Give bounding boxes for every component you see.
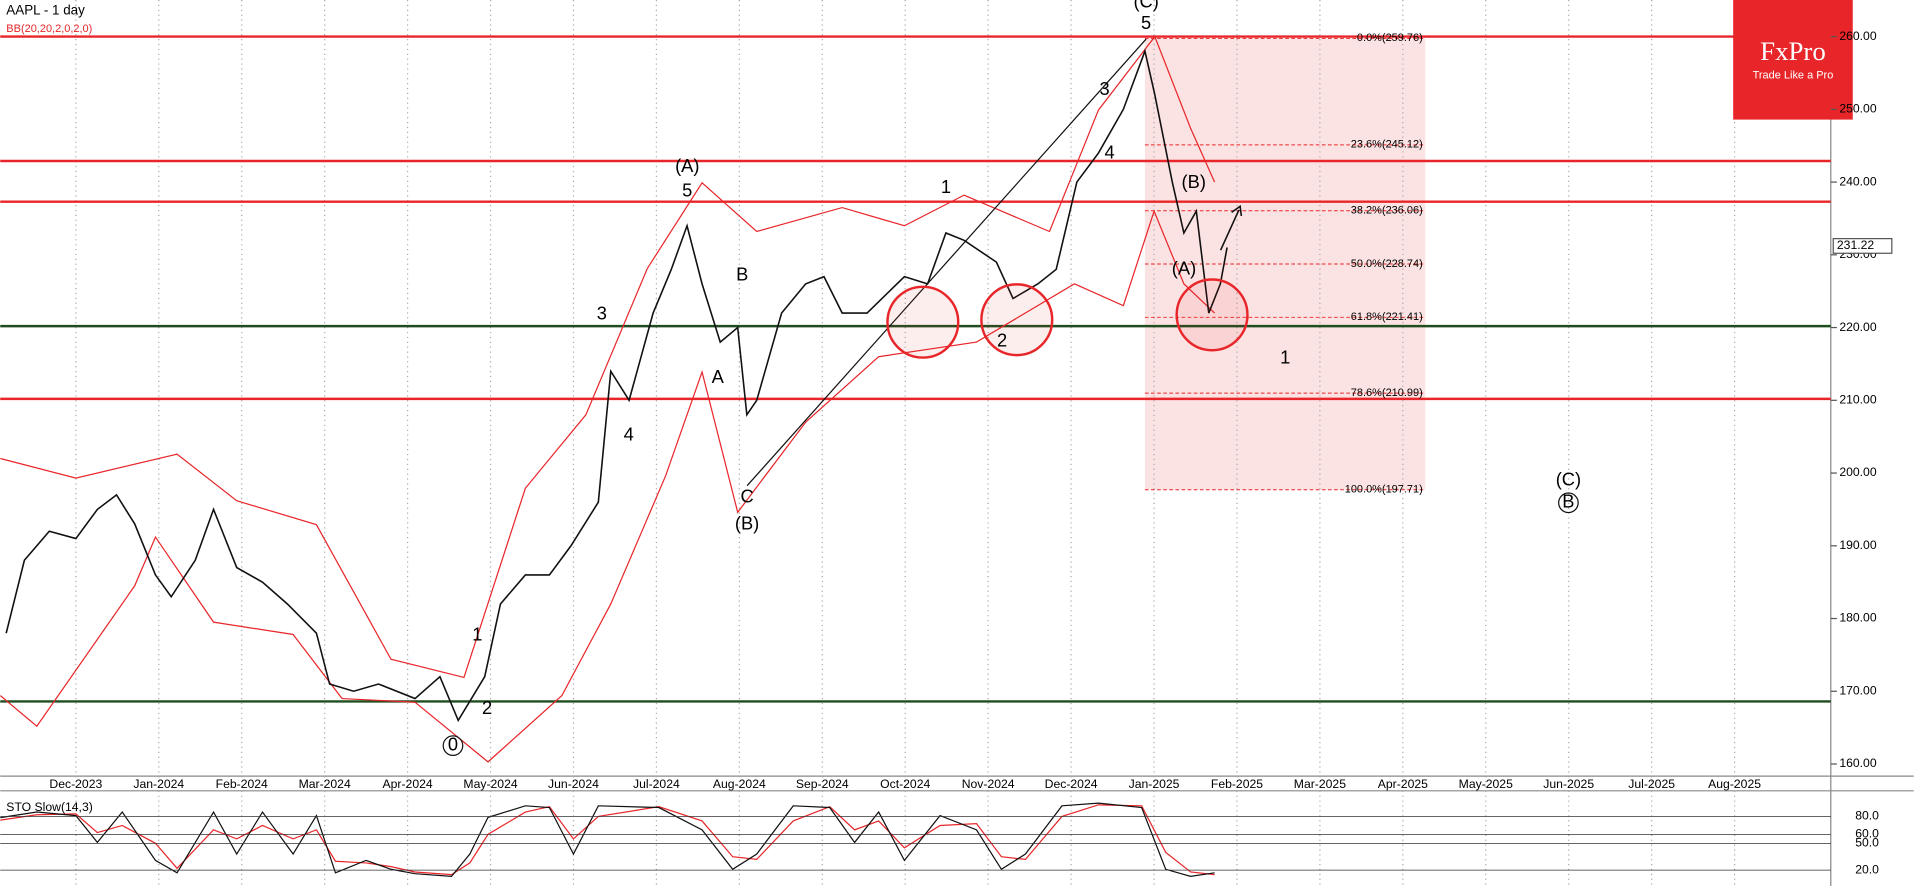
logo-slogan: Trade Like a Pro (1753, 70, 1834, 82)
y-tick-label: 220.00 (1839, 320, 1876, 334)
y-tick-label: 170.00 (1839, 683, 1876, 697)
circle-label (1558, 492, 1579, 514)
sto-tick-label: 60.0 (1855, 827, 1879, 841)
y-tick-label: 160.00 (1839, 756, 1876, 770)
wave-label: 2 (997, 330, 1007, 351)
fib-label: 78.6%(210.99) (1351, 387, 1423, 399)
x-tick-label: Nov-2024 (962, 777, 1015, 791)
bollinger-lower (0, 209, 1216, 763)
projection-arrow (1219, 204, 1243, 251)
wave-label: 0 (448, 733, 458, 754)
x-tick-label: Jan-2025 (1129, 777, 1180, 791)
x-tick-label: Feb-2024 (216, 777, 268, 791)
x-tick-label: Jan-2024 (133, 777, 184, 791)
x-tick-label: May-2024 (463, 777, 517, 791)
fib-label: 0.0%(259.76) (1357, 32, 1423, 44)
wave-label: 5 (1141, 12, 1151, 33)
y-tick-label: 250.00 (1839, 102, 1876, 116)
logo (1733, 0, 1853, 120)
fib-label: 100.0%(197.71) (1345, 484, 1423, 496)
x-tick-label: Dec-2024 (1045, 777, 1098, 791)
x-tick-label: Oct-2024 (880, 777, 930, 791)
x-tick-label: Jul-2024 (633, 777, 680, 791)
wave-label: 3 (1100, 78, 1110, 99)
circle-label (442, 735, 464, 757)
x-tick-label: Jun-2025 (1543, 777, 1594, 791)
y-tick-label: 190.00 (1839, 538, 1876, 552)
wave-label: 4 (624, 424, 634, 445)
circle-marker (1175, 278, 1249, 352)
wave-label: 3 (597, 303, 607, 324)
y-tick-label: 210.00 (1839, 393, 1876, 407)
wave-label: C (740, 486, 753, 507)
fib-label: 61.8%(221.41) (1351, 311, 1423, 323)
wave-label: 5 (682, 179, 692, 200)
indicator-label: BB(20,20,2,0,2,0) (6, 23, 92, 35)
wave-label: (C) (1133, 0, 1158, 11)
fib-label: 50.0%(228.74) (1351, 258, 1423, 270)
bollinger-upper (0, 35, 1216, 679)
last-price-label: 231.22 (1837, 238, 1874, 252)
wave-label: 1 (1280, 347, 1290, 368)
chart-title: AAPL - 1 day (6, 3, 85, 18)
sto-tick-label: 20.0 (1855, 862, 1879, 876)
fib-label: 38.2%(236.06) (1351, 205, 1423, 217)
y-tick-label: 240.00 (1839, 174, 1876, 188)
x-tick-label: Dec-2023 (49, 777, 102, 791)
wave-label: A (712, 366, 725, 387)
x-tick-label: Jul-2025 (1628, 777, 1675, 791)
wave-label: 1 (472, 624, 482, 645)
x-tick-label: Mar-2025 (1294, 777, 1346, 791)
x-tick-label: Mar-2024 (299, 777, 351, 791)
x-tick-label: Apr-2024 (383, 777, 433, 791)
wave-label: (A) (1172, 258, 1196, 279)
sto-d-line (0, 804, 1215, 876)
sto-k-line (0, 802, 1215, 877)
price-line (5, 48, 1228, 723)
wave-label: 2 (482, 697, 492, 718)
y-tick-label: 200.00 (1839, 465, 1876, 479)
logo-name: FxPro (1760, 36, 1826, 66)
wave-label: (C) (1556, 469, 1581, 490)
sto-tick-label: 80.0 (1855, 809, 1879, 823)
wave-label: (B) (735, 513, 759, 534)
trend-line (746, 38, 1147, 487)
sto-tick-label: 50.0 (1855, 836, 1879, 850)
x-tick-label: Apr-2025 (1378, 777, 1428, 791)
wave-label: 1 (941, 176, 951, 197)
circle-marker (886, 285, 960, 359)
wave-label: B (736, 264, 748, 285)
indicator-label: STO Slow(14,3) (6, 800, 92, 814)
main-plot (0, 0, 1831, 886)
x-tick-label: Aug-2024 (713, 777, 766, 791)
wave-label: (B) (1182, 171, 1206, 192)
circle-marker (980, 283, 1054, 357)
x-tick-label: Jun-2024 (548, 777, 599, 791)
y-tick-label: 260.00 (1839, 29, 1876, 43)
last-price-box (1832, 238, 1893, 254)
x-tick-label: Aug-2025 (1708, 777, 1761, 791)
x-tick-label: Feb-2025 (1211, 777, 1263, 791)
x-tick-label: May-2025 (1459, 777, 1513, 791)
y-tick-label: 180.00 (1839, 611, 1876, 625)
wave-label: B (1562, 491, 1574, 512)
fib-label: 23.6%(245.12) (1351, 139, 1423, 151)
wave-label: 4 (1104, 142, 1114, 163)
x-tick-label: Sep-2024 (796, 777, 849, 791)
wave-label: (A) (675, 155, 699, 176)
